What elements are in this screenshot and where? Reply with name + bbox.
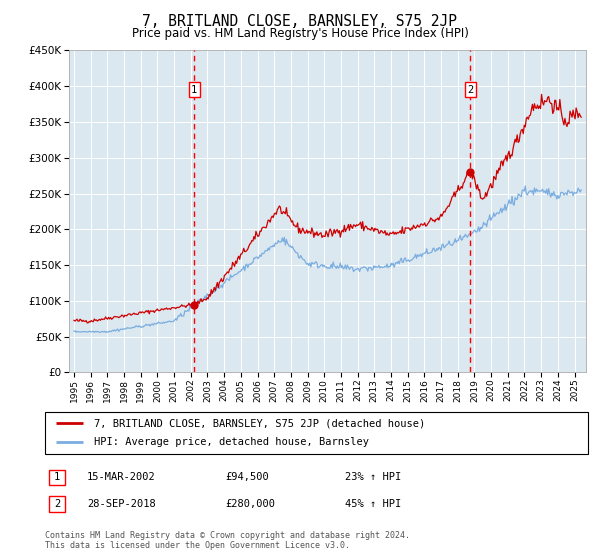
Text: 28-SEP-2018: 28-SEP-2018 xyxy=(87,499,156,509)
Text: 7, BRITLAND CLOSE, BARNSLEY, S75 2JP: 7, BRITLAND CLOSE, BARNSLEY, S75 2JP xyxy=(143,14,458,29)
Text: Contains HM Land Registry data © Crown copyright and database right 2024.
This d: Contains HM Land Registry data © Crown c… xyxy=(45,531,410,550)
Text: 1: 1 xyxy=(191,85,197,95)
Text: 23% ↑ HPI: 23% ↑ HPI xyxy=(345,472,401,482)
Text: 45% ↑ HPI: 45% ↑ HPI xyxy=(345,499,401,509)
Text: 1: 1 xyxy=(54,472,60,482)
Text: £94,500: £94,500 xyxy=(225,472,269,482)
Text: £280,000: £280,000 xyxy=(225,499,275,509)
Text: 7, BRITLAND CLOSE, BARNSLEY, S75 2JP (detached house): 7, BRITLAND CLOSE, BARNSLEY, S75 2JP (de… xyxy=(94,418,425,428)
Text: 15-MAR-2002: 15-MAR-2002 xyxy=(87,472,156,482)
Text: Price paid vs. HM Land Registry's House Price Index (HPI): Price paid vs. HM Land Registry's House … xyxy=(131,27,469,40)
Text: 2: 2 xyxy=(54,499,60,509)
Text: HPI: Average price, detached house, Barnsley: HPI: Average price, detached house, Barn… xyxy=(94,437,369,447)
Text: 2: 2 xyxy=(467,85,473,95)
